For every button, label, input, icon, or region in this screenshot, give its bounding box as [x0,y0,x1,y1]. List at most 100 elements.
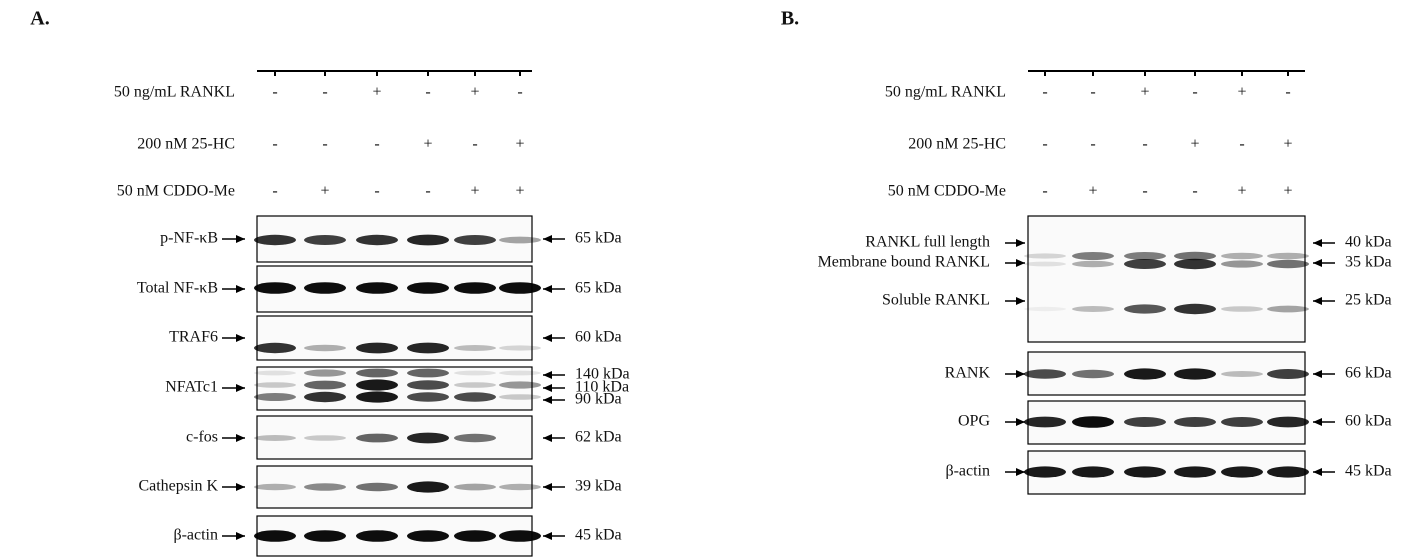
treatment-sign: - [272,183,277,200]
size-label: 62 kDa [575,429,622,446]
band [254,343,296,353]
size-label: 35 kDa [1345,254,1392,271]
size-label: 60 kDa [1345,413,1392,430]
band [1072,466,1114,477]
treatment-sign: - [1192,183,1197,200]
band [499,484,541,490]
band [1124,466,1166,477]
band [1174,368,1216,379]
treatment-sign: - [425,84,430,101]
band [407,380,449,390]
band [407,282,449,294]
blot [257,316,532,360]
band [254,235,296,245]
figure: A.50 ng/mL RANKL--+-+-200 nM 25-HC---+-+… [0,0,1412,558]
band [304,483,346,491]
arrow-head [1313,370,1322,378]
band [254,282,296,294]
treatment-sign: + [320,183,329,200]
treatment-sign: - [1192,84,1197,101]
blot-label: TRAF6 [169,329,218,346]
band [454,235,496,245]
band [499,381,541,388]
arrow-head [543,532,552,540]
treatment-sign: - [1090,84,1095,101]
treatment-sign: - [1042,183,1047,200]
band [1221,253,1263,259]
size-label: 25 kDa [1345,292,1392,309]
blot-label: RANK [945,365,991,382]
arrow-head [1313,418,1322,426]
band [304,235,346,245]
band [1024,369,1066,379]
treatment-sign: - [1042,136,1047,153]
arrow-head [236,334,245,342]
size-label: 60 kDa [575,329,622,346]
arrow-head [1016,370,1025,378]
band [1072,416,1114,428]
arrow-head [236,532,245,540]
band [356,434,398,443]
band [356,483,398,491]
band [407,481,449,492]
arrow-head [543,384,552,392]
band [304,392,346,402]
band [499,237,541,244]
band [407,343,449,354]
treatment-sign: + [1283,136,1292,153]
band [1072,252,1114,260]
band [454,371,496,376]
arrow-head [1313,297,1322,305]
band [1024,307,1066,311]
blot-label: Total NF-κB [137,280,218,297]
size-label: 45 kDa [1345,463,1392,480]
band [1174,417,1216,427]
band [304,435,346,441]
blot [1028,352,1305,395]
treatment-sign: - [1142,136,1147,153]
treatment-label: 50 ng/mL RANKL [885,84,1006,101]
band [1221,260,1263,267]
arrow-head [1016,468,1025,476]
band [1124,259,1166,269]
band [1124,368,1166,379]
band [1221,466,1263,477]
treatment-sign: - [322,136,327,153]
band [356,282,398,294]
band [356,369,398,378]
band [1221,371,1263,377]
size-label: 65 kDa [575,280,622,297]
band [254,371,296,376]
panel-label: B. [781,8,799,30]
blot-label: NFATc1 [165,379,218,396]
treatment-sign: + [372,84,381,101]
blot-label: Membrane bound RANKL [818,254,990,271]
treatment-label: 50 nM CDDO-Me [117,183,235,200]
arrow-head [236,285,245,293]
band [1174,259,1216,269]
blot-label: OPG [958,413,990,430]
treatment-sign: + [515,136,524,153]
band [454,282,496,294]
band [1221,306,1263,312]
arrow-head [543,371,552,379]
band [304,381,346,390]
band [499,394,541,400]
band [1024,262,1066,267]
band [407,369,449,378]
band [1267,306,1309,313]
arrow-head [543,334,552,342]
band [454,434,496,442]
band [254,435,296,441]
treatment-sign: + [1237,183,1246,200]
band [356,379,398,390]
band [1124,417,1166,427]
treatment-sign: + [1237,84,1246,101]
blot-label: c-fos [186,429,218,446]
band [499,530,541,542]
panel-label: A. [30,8,49,30]
treatment-sign: - [472,136,477,153]
band [1124,304,1166,313]
arrow-head [543,434,552,442]
band [356,391,398,402]
